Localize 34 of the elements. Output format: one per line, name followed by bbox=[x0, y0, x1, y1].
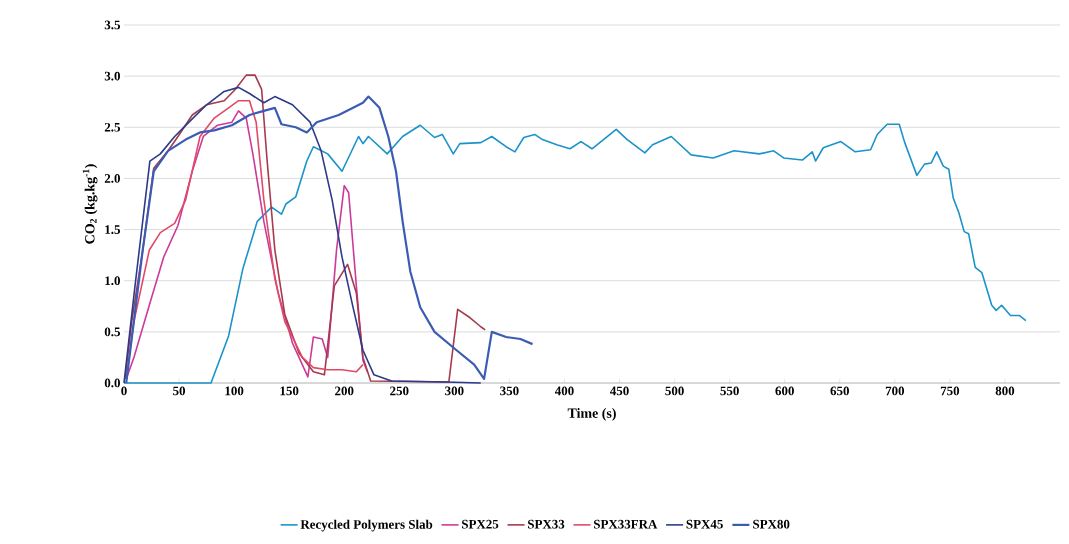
y-axis-title: CO$_{2}$ (kg.kg$^{-1}$) bbox=[82, 164, 98, 244]
legend-label: SPX33FRA bbox=[593, 519, 658, 529]
x-tick-label: 100 bbox=[225, 386, 244, 396]
legend-label: SPX25 bbox=[462, 519, 499, 529]
legend-label: SPX33 bbox=[528, 519, 565, 529]
legend-label: SPX45 bbox=[686, 519, 723, 529]
x-axis-title: Time (s) bbox=[567, 408, 616, 421]
x-tick-label: 350 bbox=[500, 386, 519, 396]
x-tick-label: 400 bbox=[554, 386, 574, 396]
x-tick-label: 0 bbox=[121, 386, 127, 396]
x-tick-label: 450 bbox=[609, 386, 629, 396]
y-tick-label: 0.0 bbox=[104, 378, 120, 388]
y-tick-label: 1.5 bbox=[105, 225, 121, 234]
x-tick-label: 150 bbox=[280, 386, 299, 396]
x-tick-label: 800 bbox=[995, 386, 1015, 396]
x-tick-label: 700 bbox=[885, 386, 905, 396]
x-tick-label: 250 bbox=[390, 386, 409, 396]
x-tick-label: 300 bbox=[445, 386, 464, 396]
x-tick-label: 200 bbox=[335, 386, 354, 396]
x-tick-label: 600 bbox=[775, 386, 794, 396]
x-tick-label: 550 bbox=[720, 386, 739, 396]
y-tick-label: 3.0 bbox=[104, 71, 120, 81]
y-tick-label: 1.0 bbox=[105, 276, 120, 286]
x-tick-label: 650 bbox=[830, 386, 849, 396]
line-series bbox=[125, 95, 534, 385]
legend-label: Recycled Polymers Slab bbox=[300, 519, 433, 532]
legend-label: SPX80 bbox=[753, 519, 790, 529]
y-tick-label: 2.5 bbox=[104, 122, 121, 132]
x-tick-label: 500 bbox=[665, 386, 684, 396]
y-tick-label: 3.5 bbox=[104, 20, 121, 30]
x-tick-label: 750 bbox=[940, 386, 960, 396]
y-tick-label: 2.0 bbox=[104, 174, 120, 183]
y-tick-label: 0.5 bbox=[104, 327, 121, 337]
x-tick-label: 50 bbox=[173, 386, 186, 396]
